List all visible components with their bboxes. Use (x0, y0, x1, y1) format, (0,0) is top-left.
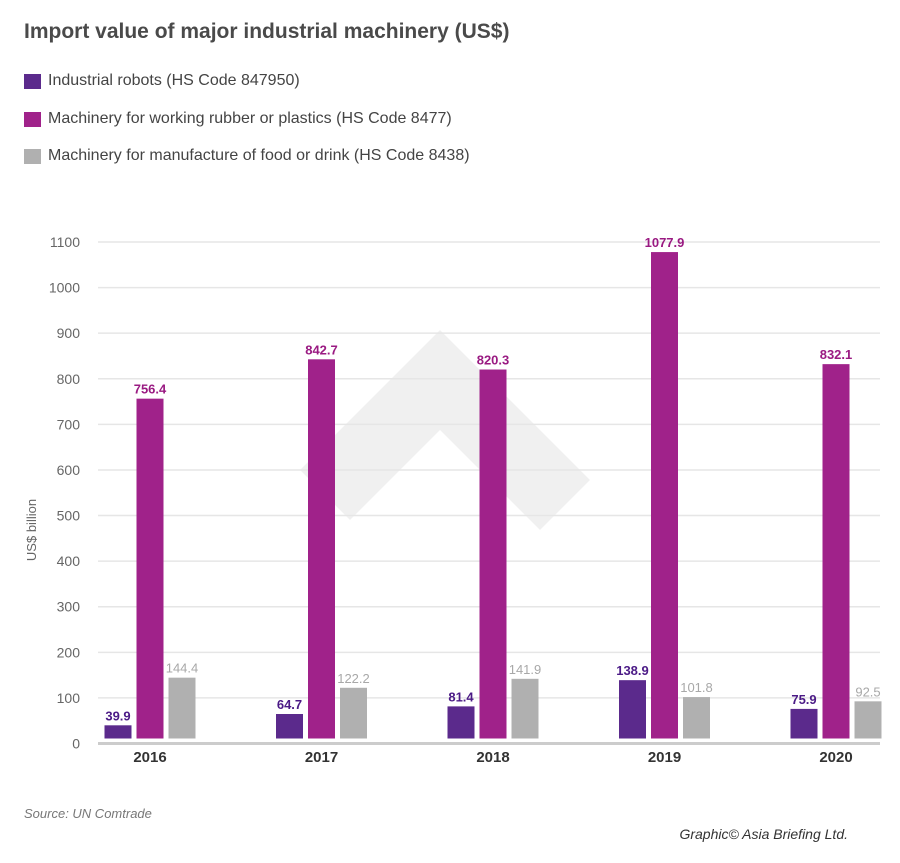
bar (619, 680, 646, 739)
y-tick-label: 600 (57, 462, 81, 478)
data-label: 138.9 (616, 663, 649, 678)
x-tick-label: 2018 (476, 749, 509, 766)
y-tick-label: 200 (57, 644, 81, 660)
legend-item-food-drink: Machinery for manufacture of food or dri… (24, 147, 470, 165)
data-label: 842.7 (305, 342, 338, 357)
bar (683, 697, 710, 739)
data-label: 820.3 (477, 353, 510, 368)
y-tick-label: 1100 (50, 234, 80, 250)
legend-item-robots: Industrial robots (HS Code 847950) (24, 72, 300, 90)
data-label: 756.4 (134, 382, 167, 397)
legend-label: Industrial robots (HS Code 847950) (48, 72, 300, 89)
bar (854, 701, 882, 739)
y-tick-label: 800 (57, 371, 81, 387)
x-tick-label: 2016 (133, 749, 166, 766)
y-tick-label: 400 (57, 553, 81, 569)
bar (136, 398, 164, 739)
bar (308, 359, 335, 739)
x-tick-label: 2020 (819, 749, 852, 766)
data-label: 144.4 (166, 661, 199, 676)
data-label: 1077.9 (645, 235, 685, 250)
data-label: 101.8 (680, 680, 713, 695)
data-label: 64.7 (277, 697, 302, 712)
credit-note: Graphic© Asia Briefing Ltd. (679, 826, 848, 842)
legend-label: Machinery for working rubber or plastics… (48, 110, 452, 127)
legend-item-rubber-plastics: Machinery for working rubber or plastics… (24, 110, 452, 128)
bar (340, 687, 367, 739)
watermark-logo (300, 330, 590, 530)
x-tick-label: 2017 (305, 749, 338, 766)
y-tick-label: 900 (57, 325, 81, 341)
data-label: 39.9 (105, 708, 130, 723)
bar (511, 678, 539, 739)
bar (104, 725, 132, 739)
legend-label: Machinery for manufacture of food or dri… (48, 147, 470, 164)
data-label: 75.9 (791, 692, 816, 707)
y-tick-label: 500 (57, 508, 81, 524)
data-label: 81.4 (448, 689, 474, 704)
legend-swatch (24, 73, 41, 89)
y-axis-label: US$ billion (24, 499, 39, 561)
y-tick-label: 300 (57, 599, 81, 615)
y-tick-label: 100 (57, 690, 81, 706)
chart-title: Import value of major industrial machine… (24, 20, 510, 43)
legend-swatch (24, 148, 41, 164)
bar (276, 714, 303, 739)
bar (479, 369, 507, 739)
bar (651, 252, 678, 739)
data-label: 92.5 (855, 684, 880, 699)
x-tick-label: 2019 (648, 749, 681, 766)
bar (822, 364, 850, 739)
data-label: 141.9 (509, 662, 542, 677)
legend-swatch (24, 111, 41, 127)
source-note: Source: UN Comtrade (24, 806, 152, 821)
data-label: 832.1 (820, 347, 853, 362)
y-tick-label: 1000 (49, 280, 80, 296)
y-tick-label: 0 (72, 736, 80, 752)
bar (447, 706, 475, 739)
bar (168, 677, 196, 739)
bar (790, 708, 818, 739)
data-label: 122.2 (337, 671, 370, 686)
y-tick-label: 700 (57, 416, 81, 432)
